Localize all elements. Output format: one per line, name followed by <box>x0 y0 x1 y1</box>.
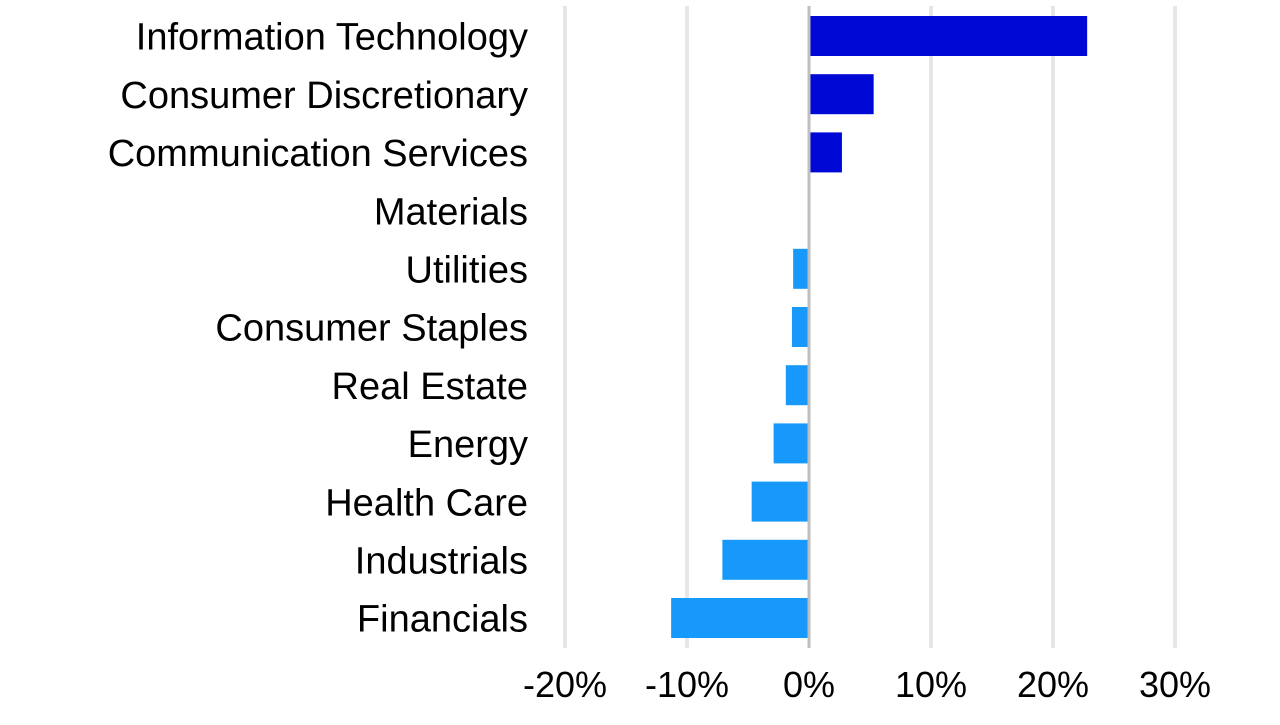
category-labels: Information Technology Consumer Discretio… <box>108 17 528 641</box>
bar <box>809 74 874 115</box>
x-tick-label: 0% <box>783 664 835 705</box>
category-label: Utilities <box>406 249 528 291</box>
category-label: Health Care <box>325 482 528 524</box>
bar <box>722 539 809 580</box>
bar <box>671 598 809 638</box>
category-label: Real Estate <box>332 366 528 408</box>
bar <box>809 132 842 173</box>
x-tick-label: 10% <box>895 664 967 705</box>
bar <box>791 307 809 347</box>
x-tick-label: 20% <box>1017 664 1089 705</box>
category-label: Consumer Discretionary <box>120 75 528 117</box>
x-tick-labels: -20% -10% 0% 10% 20% 30% <box>523 664 1211 705</box>
category-label: Communication Services <box>108 133 528 175</box>
x-tick-label: -20% <box>523 664 607 705</box>
category-label: Industrials <box>355 540 528 582</box>
x-tick-label: -10% <box>645 664 729 705</box>
category-label: Materials <box>374 191 528 233</box>
category-label: Financials <box>357 599 528 641</box>
category-label: Information Technology <box>136 17 528 59</box>
bar <box>809 16 1088 56</box>
bars <box>671 16 1088 638</box>
x-tick-label: 30% <box>1139 664 1211 705</box>
bar <box>785 365 809 406</box>
bar <box>793 248 809 289</box>
bar <box>773 423 809 464</box>
bar <box>751 481 809 522</box>
grid-lines <box>563 6 1177 648</box>
category-label: Energy <box>408 424 528 466</box>
category-label: Consumer Staples <box>215 308 528 350</box>
